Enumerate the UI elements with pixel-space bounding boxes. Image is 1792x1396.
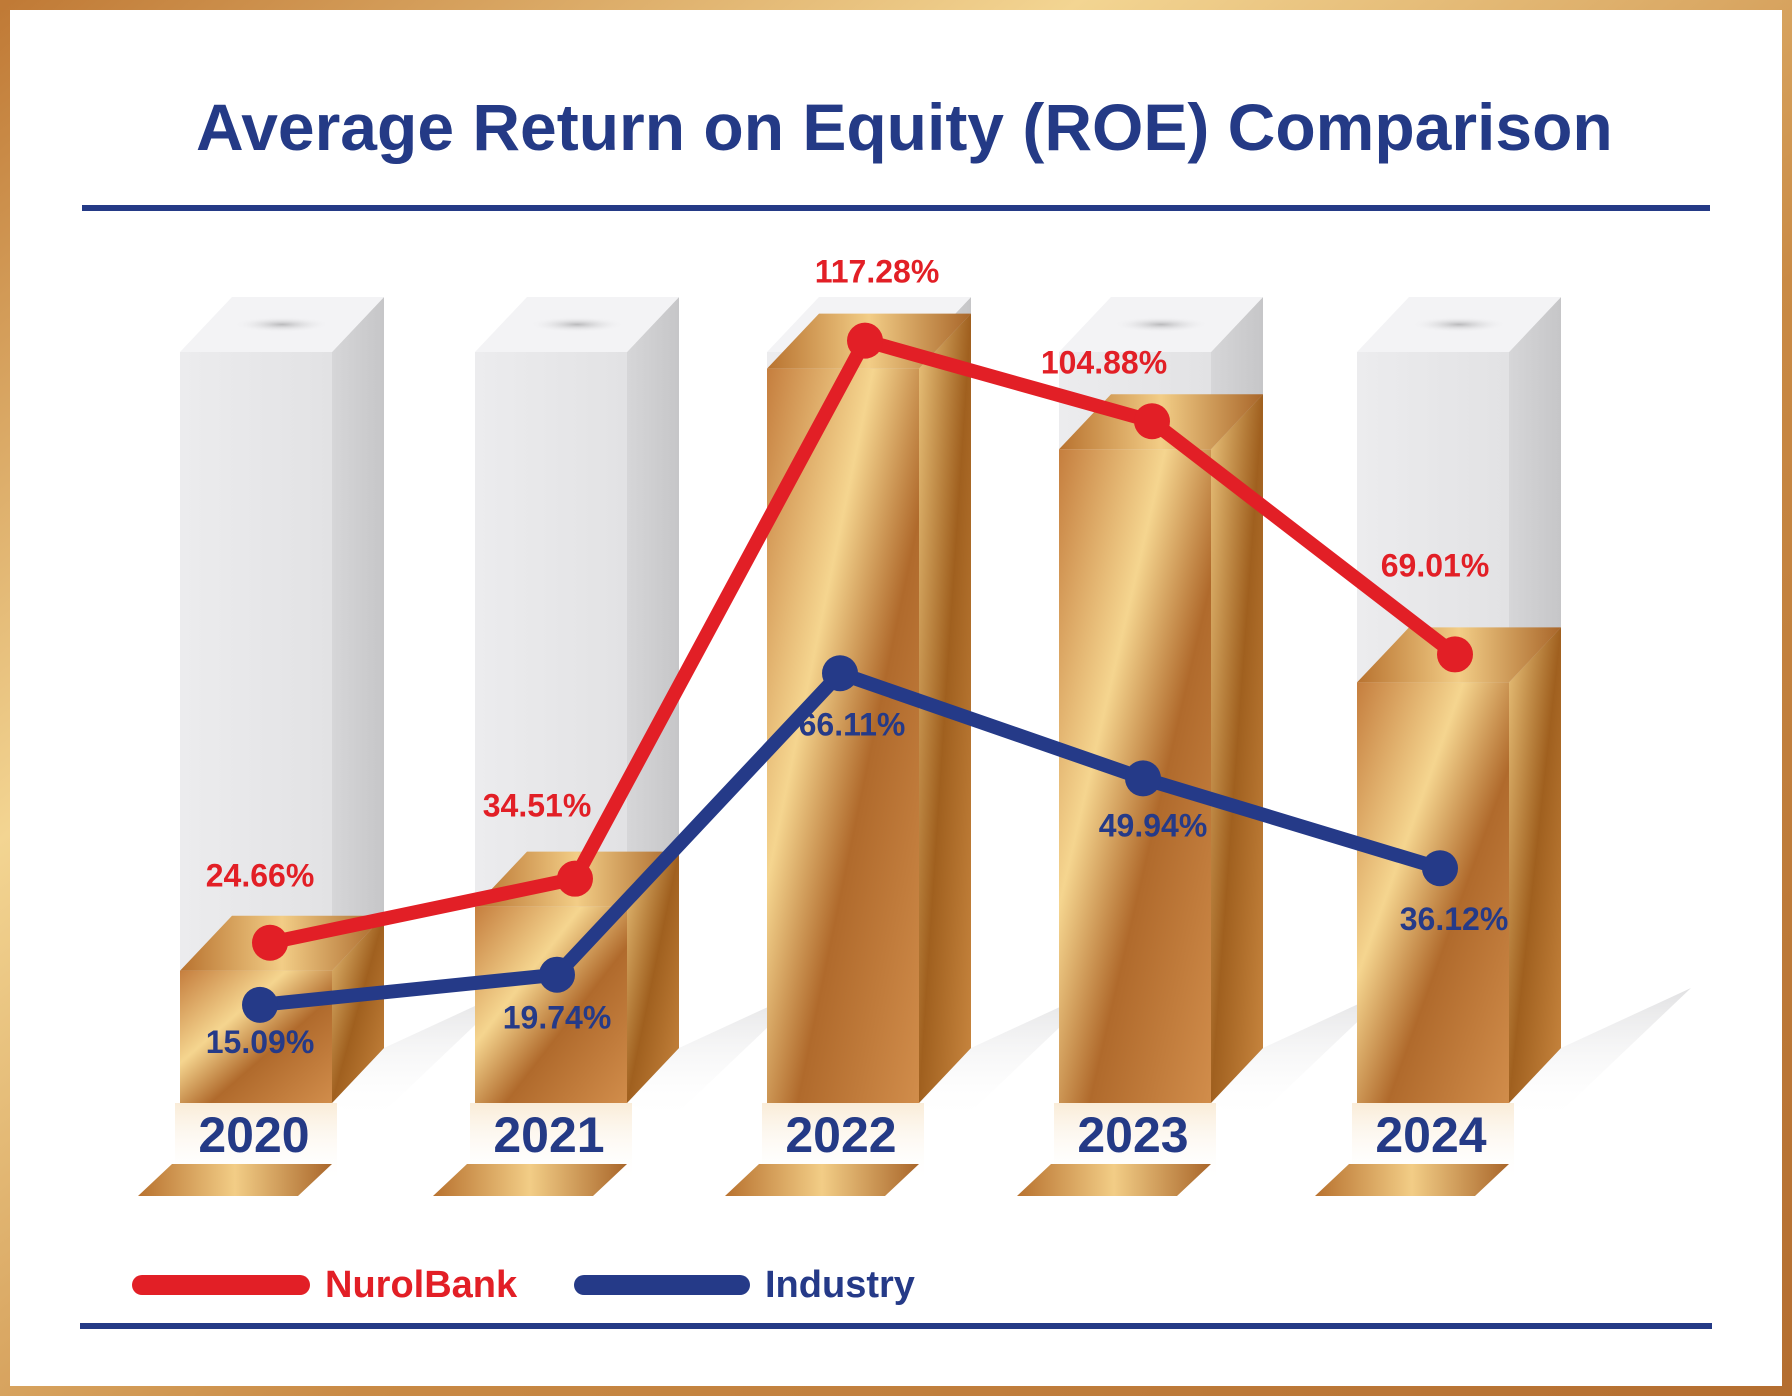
data-point-nurolbank <box>557 860 593 897</box>
data-point-industry <box>1422 850 1458 887</box>
floor-plate <box>1315 1164 1509 1196</box>
bar-shadow <box>1509 988 1691 1123</box>
bar-nurolbank <box>475 906 627 1103</box>
data-point-nurolbank <box>1437 636 1473 673</box>
bar-nurolbank-side <box>1211 394 1263 1103</box>
x-tick-label: 2020 <box>198 1107 309 1163</box>
data-point-industry <box>242 986 278 1023</box>
lines-layer <box>242 322 1473 1023</box>
bar-top-hole <box>529 316 625 333</box>
data-label-industry: 66.11% <box>799 706 906 742</box>
x-tick-label: 2021 <box>493 1107 604 1163</box>
bar-group-2023 <box>1017 297 1393 1196</box>
data-point-industry <box>822 655 858 692</box>
data-label-industry: 36.12% <box>1400 901 1509 937</box>
bars-layer <box>138 297 1691 1196</box>
labels-layer: 2020 2021 2022 2023 2024 24.66% 34.51% 117.28% 1… <box>198 254 1508 1163</box>
bar-shadow <box>627 988 809 1123</box>
bar-nurolbank-side <box>332 915 384 1103</box>
floor-plate <box>725 1164 919 1196</box>
data-label-nurolbank: 117.28% <box>815 254 940 290</box>
bar-top-hole <box>234 316 330 333</box>
legend: NurolBank Industry <box>132 1264 915 1306</box>
data-label-nurolbank: 24.66% <box>206 858 315 894</box>
bar-shadow <box>919 988 1101 1123</box>
floor-plate <box>433 1164 627 1196</box>
data-label-nurolbank: 69.01% <box>1381 547 1490 583</box>
data-point-industry <box>1125 760 1161 797</box>
bar-group-2024 <box>1315 297 1691 1196</box>
data-point-nurolbank <box>847 322 883 359</box>
data-label-industry: 49.94% <box>1099 807 1208 843</box>
data-label-industry: 19.74% <box>503 1000 612 1036</box>
bar-nurolbank <box>767 368 919 1103</box>
bar-shadow <box>1211 988 1393 1123</box>
legend-label-nurolbank: NurolBank <box>325 1264 518 1306</box>
chart-title: Average Return on Equity (ROE) Compariso… <box>196 90 1613 164</box>
bar-group-2020 <box>138 297 514 1196</box>
data-label-nurolbank: 34.51% <box>483 788 592 824</box>
bar-background-side <box>332 297 384 1103</box>
bar-group-2021 <box>433 297 809 1196</box>
floor-plate <box>1017 1164 1211 1196</box>
bar-top-hole <box>1113 316 1209 333</box>
data-point-industry <box>539 956 575 993</box>
bar-nurolbank-side <box>627 851 679 1103</box>
floor-plate <box>138 1164 332 1196</box>
data-label-industry: 15.09% <box>206 1024 315 1060</box>
bar-nurolbank-side <box>1509 627 1561 1103</box>
x-tick-label: 2024 <box>1375 1107 1486 1163</box>
data-label-nurolbank: 104.88% <box>1041 344 1167 380</box>
data-point-nurolbank <box>1134 403 1170 440</box>
x-tick-label: 2023 <box>1077 1107 1188 1163</box>
data-point-nurolbank <box>252 924 288 961</box>
x-tick-label: 2022 <box>785 1107 896 1163</box>
bar-nurolbank <box>1357 682 1509 1103</box>
bar-group-2022 <box>725 297 1101 1196</box>
legend-label-industry: Industry <box>765 1264 915 1306</box>
bar-top-hole <box>1411 316 1507 333</box>
bar-shadow <box>332 988 514 1123</box>
